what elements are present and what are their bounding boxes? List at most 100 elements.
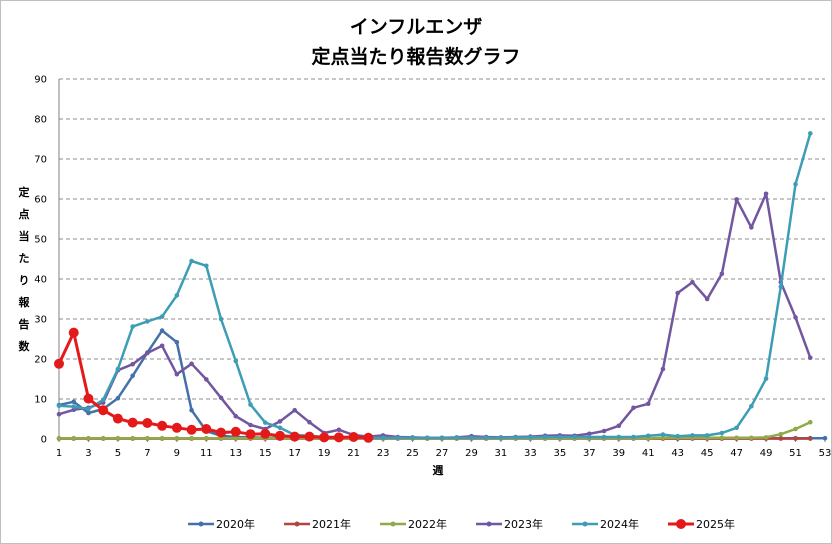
data-point	[142, 418, 153, 428]
data-point	[410, 435, 415, 441]
data-point	[233, 358, 239, 364]
data-point	[660, 435, 666, 441]
legend-label: 2024年	[600, 517, 639, 531]
legend-label: 2022年	[408, 517, 447, 531]
data-point	[483, 435, 489, 441]
x-tick-label: 33	[524, 448, 537, 459]
x-tick-label: 19	[318, 448, 331, 459]
y-tick-label: 50	[34, 235, 47, 246]
data-point	[56, 403, 62, 409]
legend-swatch-marker	[294, 521, 300, 527]
x-tick-label: 23	[377, 448, 390, 459]
x-tick-label: 39	[612, 448, 625, 459]
y-axis-ticks: 0 10 20 30 40 50 60 70 80 90	[34, 75, 47, 446]
data-point	[189, 435, 194, 441]
data-point	[793, 426, 798, 432]
data-point	[174, 339, 180, 345]
data-point	[807, 419, 813, 425]
data-point	[274, 430, 285, 441]
x-axis-label: 週	[433, 463, 444, 477]
data-point	[631, 405, 636, 411]
data-point	[292, 407, 297, 413]
x-tick-label: 13	[229, 448, 242, 459]
series-1	[56, 328, 828, 441]
data-point	[513, 435, 518, 440]
legend-swatch-marker	[390, 521, 396, 527]
data-point	[616, 434, 622, 440]
data-point	[145, 319, 150, 324]
data-point	[233, 435, 239, 441]
data-point	[616, 423, 622, 429]
data-point	[601, 434, 607, 440]
legend-item: 2022年	[380, 517, 447, 531]
data-point	[130, 373, 135, 379]
data-point	[719, 430, 725, 436]
data-point	[690, 433, 695, 438]
data-point	[71, 435, 77, 441]
x-tick-label: 51	[789, 448, 802, 459]
series-line	[58, 133, 812, 440]
data-point	[704, 433, 710, 438]
chart-title-line-2: 定点当たり報告数グラフ	[311, 45, 520, 68]
y-tick-label: 70	[34, 155, 47, 166]
x-tick-label: 9	[174, 448, 180, 459]
data-point	[159, 314, 165, 319]
legend-label: 2021年	[312, 517, 351, 531]
data-point	[749, 225, 754, 230]
data-point	[174, 371, 180, 377]
data-point	[572, 434, 577, 440]
data-point	[704, 296, 710, 302]
legend-item: 2020年	[188, 517, 255, 531]
data-point	[71, 407, 77, 413]
legend-label: 2020年	[216, 517, 255, 531]
data-point	[100, 435, 106, 441]
data-point	[145, 350, 150, 356]
x-tick-label: 47	[730, 448, 743, 459]
data-point	[469, 435, 474, 441]
data-point	[159, 328, 165, 333]
data-point	[333, 432, 344, 443]
x-tick-label: 27	[436, 448, 449, 459]
data-point	[248, 402, 253, 407]
x-tick-label: 43	[671, 448, 684, 459]
data-point	[115, 366, 121, 372]
legend-item: 2021年	[284, 517, 351, 531]
x-tick-label: 17	[288, 448, 301, 459]
x-tick-label: 35	[553, 448, 566, 459]
series-4	[56, 191, 813, 441]
data-point	[260, 428, 271, 439]
data-point	[68, 327, 79, 338]
data-point	[159, 435, 165, 441]
data-point	[127, 417, 138, 428]
data-point	[498, 435, 504, 441]
data-point	[71, 399, 77, 405]
x-tick-label: 31	[495, 448, 508, 459]
data-point	[186, 424, 197, 435]
data-point	[763, 376, 769, 381]
data-point	[778, 436, 784, 441]
series-5	[56, 131, 813, 441]
x-tick-label: 3	[85, 448, 91, 459]
data-point	[98, 405, 109, 416]
data-point	[336, 427, 342, 433]
x-tick-label: 15	[259, 448, 272, 459]
data-point	[690, 279, 695, 285]
data-point	[807, 355, 813, 361]
data-point	[289, 431, 300, 442]
data-point	[218, 316, 224, 322]
y-tick-label: 40	[34, 275, 47, 286]
data-point	[230, 426, 241, 437]
data-point	[189, 407, 194, 413]
data-point	[675, 290, 680, 296]
x-tick-label: 37	[583, 448, 596, 459]
data-point	[719, 435, 725, 441]
x-tick-label: 49	[760, 448, 773, 459]
data-point	[557, 434, 563, 440]
data-point	[319, 432, 330, 443]
x-tick-label: 7	[144, 448, 150, 459]
data-point	[204, 263, 209, 269]
data-point	[734, 435, 739, 441]
data-point	[83, 393, 94, 404]
data-point	[528, 435, 533, 440]
